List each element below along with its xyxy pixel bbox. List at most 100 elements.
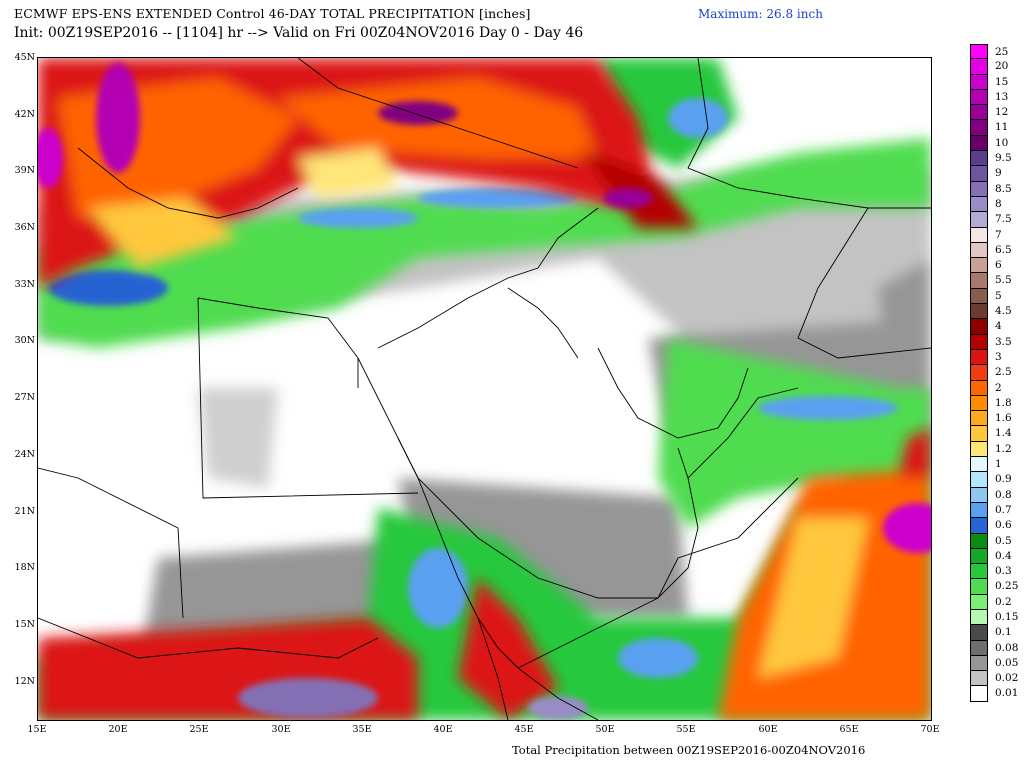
- legend-swatch: 2: [970, 380, 1002, 396]
- legend-swatch: 7: [970, 227, 1002, 243]
- legend-label: 3.5: [995, 335, 1012, 348]
- map-subtitle: Init: 00Z19SEP2016 -- [1104] hr --> Vali…: [14, 25, 584, 41]
- legend-label: 5.5: [995, 274, 1012, 287]
- lon-label: 30E: [271, 724, 291, 735]
- legend-label: 0.2: [995, 595, 1012, 608]
- legend-label: 7.5: [995, 213, 1012, 226]
- legend-label: 0.01: [995, 687, 1019, 700]
- legend-label: 0.7: [995, 503, 1012, 516]
- legend-swatch: 0.05: [970, 655, 1018, 672]
- legend-label: 0.8: [995, 488, 1012, 501]
- legend-label: 7: [995, 228, 1002, 241]
- legend-label: 1.2: [995, 442, 1012, 455]
- legend-swatch: 3: [970, 349, 1002, 366]
- legend-swatch: 8: [970, 196, 1002, 213]
- lat-label: 39N: [14, 165, 35, 176]
- legend-swatch: 0.9: [970, 472, 1012, 488]
- lon-label: 25E: [189, 724, 209, 735]
- legend-label: 2.5: [995, 366, 1012, 379]
- lat-label: 36N: [14, 222, 35, 233]
- coastlines: [38, 58, 931, 720]
- legend-swatch: 9.5: [970, 151, 1012, 167]
- precipitation-legend: 25 20 15 13 12 11 10 9.5 9 8.5 8 7.5 7 6.5 6 5.5 5 4.5 4 3.…: [970, 44, 1018, 702]
- legend-label: 15: [995, 75, 1009, 88]
- lat-label: 24N: [14, 449, 35, 460]
- lat-label: 15N: [14, 619, 35, 630]
- lon-label: 55E: [676, 724, 696, 735]
- lat-label: 21N: [14, 506, 35, 517]
- legend-swatch: 12: [970, 105, 1008, 121]
- legend-label: 8: [995, 197, 1002, 210]
- legend-label: 25: [995, 46, 1009, 58]
- legend-swatch: 0.08: [970, 640, 1018, 656]
- legend-swatch: 11: [970, 120, 1008, 136]
- lat-label: 33N: [14, 279, 35, 290]
- lon-label: 65E: [839, 724, 859, 735]
- legend-swatch: 1.6: [970, 411, 1012, 427]
- legend-swatch: 7.5: [970, 212, 1012, 228]
- legend-label: 1.8: [995, 396, 1012, 409]
- legend-label: 12: [995, 106, 1009, 119]
- lon-label: 70E: [920, 724, 940, 735]
- legend-label: 8.5: [995, 182, 1012, 195]
- lat-label: 42N: [14, 109, 35, 120]
- legend-swatch: 0.8: [970, 487, 1012, 503]
- legend-label: 20: [995, 60, 1009, 73]
- legend-swatch: 1.2: [970, 441, 1012, 458]
- heavy-precip-south: [38, 428, 931, 720]
- legend-label: 1.6: [995, 412, 1012, 425]
- legend-swatch: 20: [970, 59, 1008, 75]
- legend-swatch: 13: [970, 89, 1008, 106]
- precipitation-field: [38, 58, 931, 720]
- legend-swatch: 0.5: [970, 533, 1012, 549]
- lon-label: 40E: [433, 724, 453, 735]
- lon-label: 20E: [108, 724, 128, 735]
- legend-label: 0.6: [995, 519, 1012, 532]
- legend-label: 5: [995, 289, 1002, 302]
- extreme-precip-north: [38, 63, 653, 208]
- legend-swatch: 0.01: [970, 686, 1018, 702]
- legend-swatch: 25: [970, 44, 1008, 60]
- legend-label: 4: [995, 320, 1002, 333]
- legend-swatch: 4.5: [970, 304, 1012, 320]
- legend-label: 2: [995, 381, 1002, 394]
- legend-label: 0.3: [995, 565, 1012, 578]
- lon-label: 35E: [352, 724, 372, 735]
- legend-label: 0.15: [995, 610, 1019, 623]
- legend-swatch: 0.15: [970, 609, 1018, 626]
- lat-label: 18N: [14, 562, 35, 573]
- legend-swatch: 0.7: [970, 502, 1012, 519]
- lon-label: 50E: [595, 724, 615, 735]
- lat-label: 30N: [14, 335, 35, 346]
- legend-swatch: 0.3: [970, 564, 1012, 580]
- legend-label: 0.25: [995, 580, 1019, 593]
- legend-label: 1: [995, 458, 1002, 471]
- legend-swatch: 0.02: [970, 671, 1018, 687]
- legend-swatch: 6.5: [970, 242, 1012, 259]
- legend-swatch: 5: [970, 288, 1002, 305]
- lat-label: 27N: [14, 392, 35, 403]
- legend-swatch: 8.5: [970, 181, 1012, 197]
- lat-label: 12N: [14, 676, 35, 687]
- lon-label: 60E: [758, 724, 778, 735]
- legend-swatch: 9: [970, 166, 1002, 182]
- precipitation-map: [37, 57, 932, 721]
- legend-label: 6.5: [995, 243, 1012, 256]
- legend-label: 10: [995, 136, 1009, 149]
- legend-swatch: 0.2: [970, 594, 1012, 610]
- legend-label: 3: [995, 350, 1002, 363]
- extreme-precip-south: [238, 503, 931, 720]
- legend-label: 9.5: [995, 152, 1012, 165]
- legend-swatch: 1.4: [970, 426, 1012, 442]
- map-title: ECMWF EPS-ENS EXTENDED Control 46-DAY TO…: [14, 6, 531, 21]
- legend-label: 11: [995, 121, 1009, 134]
- lon-label: 45E: [514, 724, 534, 735]
- legend-label: 0.4: [995, 549, 1012, 562]
- legend-label: 9: [995, 167, 1002, 180]
- legend-label: 1.4: [995, 427, 1012, 440]
- lon-label: 15E: [27, 724, 47, 735]
- legend-swatch: 1.8: [970, 395, 1012, 412]
- legend-swatch: 5.5: [970, 273, 1012, 289]
- legend-label: 0.1: [995, 626, 1012, 639]
- legend-swatch: 0.4: [970, 548, 1012, 565]
